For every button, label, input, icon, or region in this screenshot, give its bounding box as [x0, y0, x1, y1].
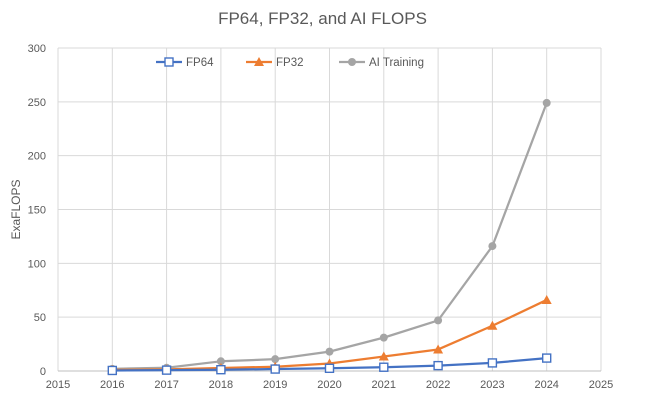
x-tick-label: 2022 — [426, 379, 450, 391]
grid-lines — [57, 47, 602, 371]
y-tick-label: 150 — [28, 205, 46, 217]
legend-item-fp64: FP64 — [156, 57, 214, 69]
data-point-fp64 — [324, 363, 335, 374]
legend-marker — [254, 57, 264, 66]
legend-marker — [164, 57, 174, 67]
data-point-ai-training — [434, 316, 443, 325]
y-tick-label: 100 — [28, 258, 46, 270]
data-point-fp64 — [107, 365, 118, 376]
series-fp64 — [107, 353, 552, 376]
data-point-ai-training — [542, 98, 551, 107]
series-lines — [107, 98, 552, 376]
y-tick-label: 200 — [28, 151, 46, 163]
data-point-ai-training — [379, 333, 388, 342]
data-point-fp64 — [542, 353, 552, 363]
x-tick-label: 2023 — [480, 379, 504, 391]
data-point-fp32 — [487, 320, 498, 330]
data-point-fp32 — [541, 294, 552, 304]
data-point-fp64 — [379, 362, 389, 372]
chart-title: FP64, FP32, and AI FLOPS — [218, 9, 427, 28]
x-tick-label: 2016 — [100, 379, 124, 391]
x-tick-label: 2015 — [46, 379, 70, 391]
y-tick-label: 250 — [28, 97, 46, 109]
data-point-fp64 — [161, 365, 172, 375]
data-point-fp64 — [433, 360, 443, 371]
y-tick-label: 0 — [40, 366, 46, 378]
data-point-ai-training — [325, 347, 334, 356]
data-point-fp64 — [487, 358, 498, 368]
data-point-ai-training — [488, 242, 497, 251]
x-tick-label: 2021 — [372, 379, 396, 391]
data-point-fp32 — [433, 344, 444, 354]
x-tick-label: 2020 — [317, 379, 341, 391]
y-tick-label: 50 — [34, 312, 46, 324]
x-tick-label: 2017 — [154, 379, 178, 391]
y-tick-label: 300 — [28, 43, 46, 55]
x-tick-label: 2018 — [209, 379, 233, 391]
data-point-fp64 — [270, 364, 280, 374]
legend-item-ai-training: AI Training — [339, 57, 424, 69]
data-point-ai-training — [216, 357, 225, 366]
y-axis-title: ExaFLOPS — [9, 179, 23, 239]
legend: FP64 FP32 AI Training — [156, 57, 424, 69]
x-tick-label: 2024 — [534, 379, 558, 391]
legend-marker — [348, 58, 356, 66]
data-point-ai-training — [271, 355, 280, 364]
data-point-fp64 — [216, 365, 226, 375]
legend-item-fp32: FP32 — [246, 57, 304, 69]
data-point-fp32 — [378, 351, 389, 361]
legend-label: AI Training — [369, 57, 424, 69]
legend-label: FP64 — [186, 57, 214, 69]
x-tick-label: 2019 — [263, 379, 287, 391]
x-tick-label: 2025 — [589, 379, 613, 391]
legend-label: FP32 — [276, 57, 304, 69]
axes: 0 50 100 150 200 250 300 2015 2016 2017 2018 2019 20… — [9, 43, 613, 391]
